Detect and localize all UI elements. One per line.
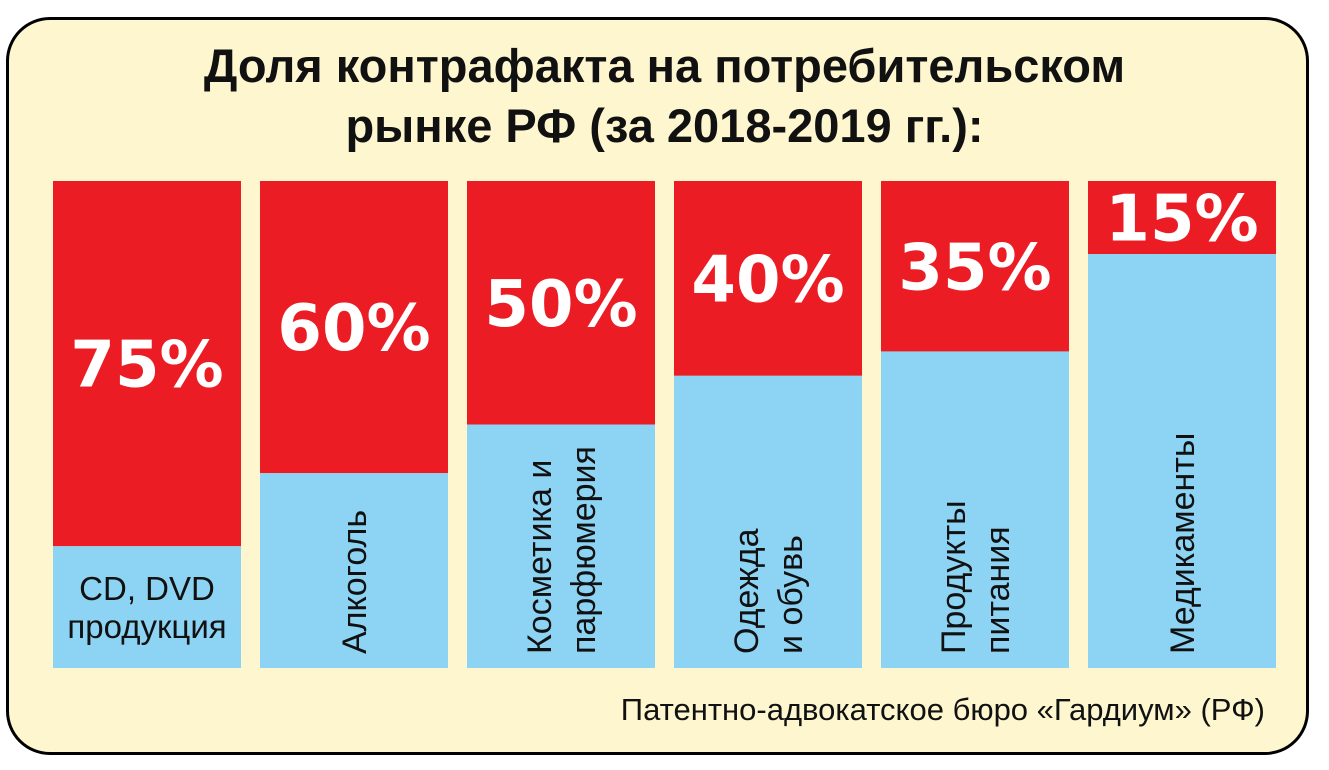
chart-title-line-2: рынке РФ (за 2018-2019 гг.): [345, 99, 984, 152]
category-label: парфюмерия [565, 446, 603, 654]
category-label: Продукты [935, 500, 973, 654]
bar-legal-share [260, 473, 448, 668]
source-note: Патентно-адвокатское бюро «Гардиум» (РФ) [620, 692, 1265, 727]
category-label-group: Алкоголь [336, 510, 374, 654]
category-label-group: Косметика и парфюмерия [521, 446, 603, 654]
bar-value-label: 15% [1105, 183, 1258, 257]
category-label: Косметика и [521, 460, 559, 654]
bar-counterfeit-share [674, 181, 862, 376]
bar-value-label: 50% [484, 268, 637, 342]
category-label-group: Продукты питания [935, 500, 1017, 654]
chart-title-line-1: Доля контрафакта на потребительском [203, 39, 1126, 92]
category-label: питания [979, 526, 1017, 654]
bar-counterfeit-share [467, 181, 655, 425]
category-label: Одежда [728, 528, 766, 654]
chart-title: Доля контрафакта на потребительском рынк… [0, 36, 1329, 156]
bar-value-label: 75% [70, 329, 223, 403]
bar-counterfeit-share [53, 181, 241, 547]
bar-legal-share [467, 424, 655, 668]
category-label-group: Одежда и обувь [728, 528, 810, 654]
category-label: CD, DVD [79, 570, 215, 607]
category-label: и обувь [772, 535, 810, 654]
bar-legal-share [881, 351, 1069, 668]
bar-counterfeit-share [881, 181, 1069, 352]
bar-value-label: 40% [691, 243, 844, 317]
category-label: продукция [67, 608, 226, 645]
category-label: Медикаменты [1164, 433, 1202, 654]
bar-legal-share [53, 546, 241, 668]
category-label: Алкоголь [336, 510, 374, 654]
category-label-group: Медикаменты [1164, 433, 1202, 654]
bar-value-label: 35% [898, 231, 1051, 305]
bar-value-label: 60% [277, 292, 430, 366]
bar-legal-share [674, 375, 862, 668]
bar-counterfeit-share [1088, 181, 1276, 255]
bar-counterfeit-share [260, 181, 448, 474]
bar-legal-share [1088, 254, 1276, 669]
